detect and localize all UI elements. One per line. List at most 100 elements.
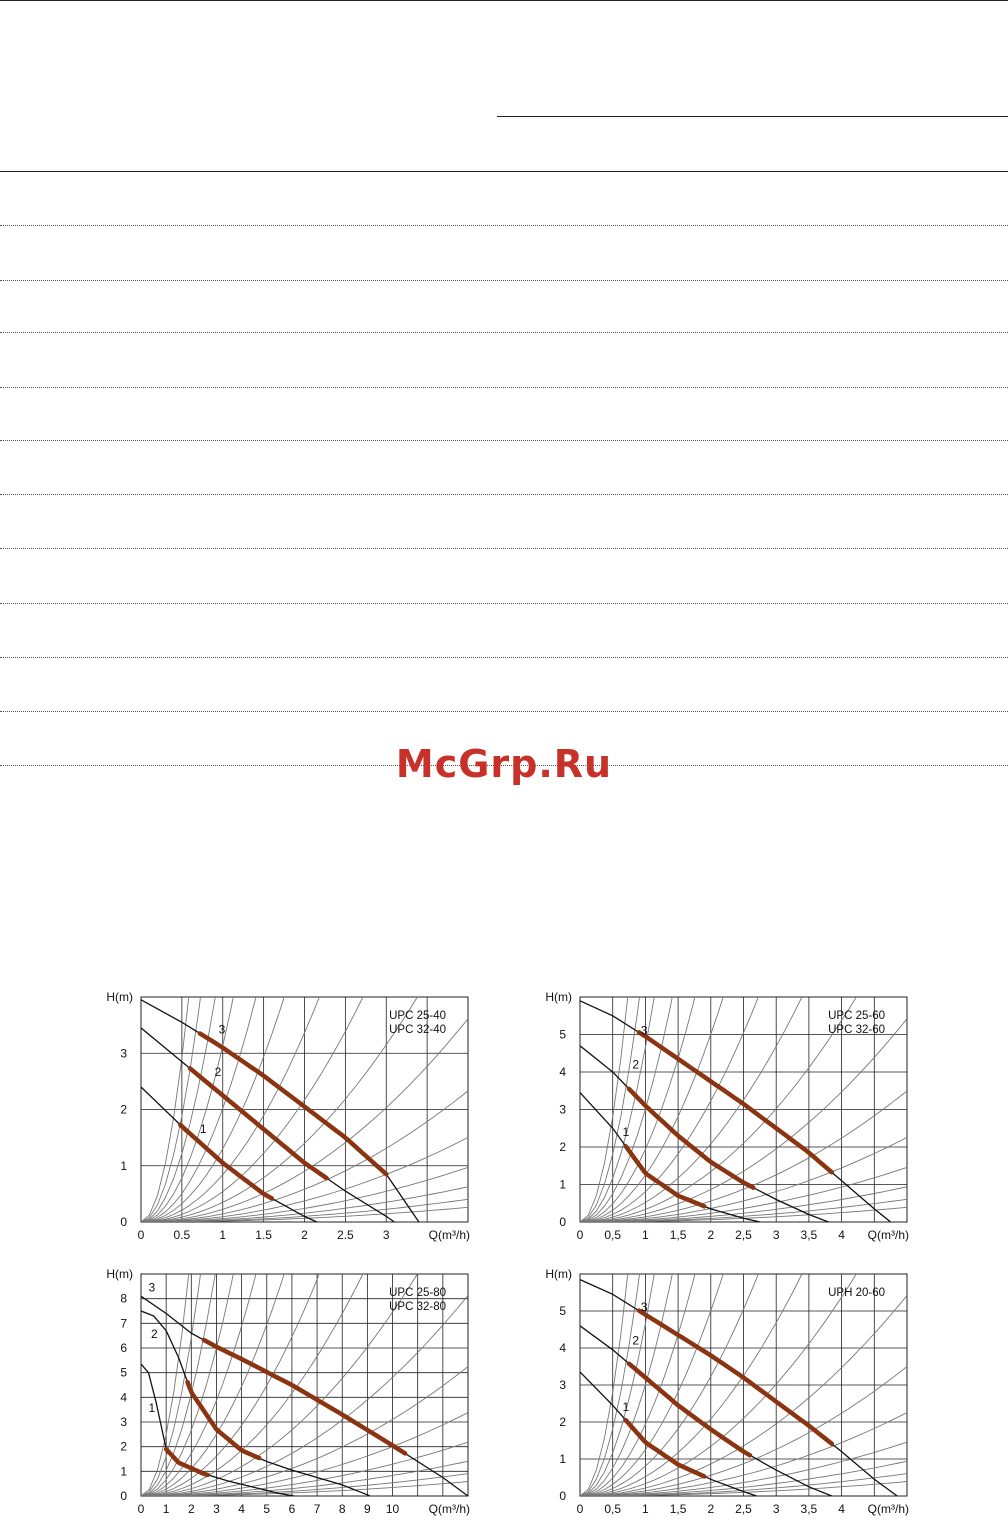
x-tick-label: 0.5 [174, 1228, 191, 1242]
y-tick-label: 0 [559, 1215, 566, 1229]
y-axis-label: H(m) [106, 1267, 133, 1281]
plot-frame [140, 1273, 469, 1497]
working-range-speed-1 [163, 1446, 210, 1478]
y-tick-label: 1 [120, 1464, 127, 1478]
x-tick-label: 3,5 [801, 1228, 818, 1242]
x-axis-label: Q(m³/h) [429, 1502, 470, 1516]
system-curve-line [141, 1206, 468, 1222]
system-curve-line [580, 1274, 803, 1496]
system-curve-line [580, 1166, 907, 1222]
note-line [0, 440, 1008, 441]
x-tick-label: 1 [219, 1228, 226, 1242]
pump-curve-chart-uph-20-60: 3 2 1 0 0,5 1 1,5 2 2,5 3 3,5 4 0 1 2 3 4 5 H(m) Q(m³/h) UPH… [545, 1267, 909, 1516]
watermark: McGrp.Ru [395, 742, 613, 786]
pump-curve-speed-2 [141, 1310, 371, 1496]
x-axis-label: Q(m³/h) [429, 1228, 470, 1242]
system-curve-line [141, 997, 234, 1222]
speed-label-2: 2 [215, 1065, 222, 1079]
system-curve-line [141, 1274, 285, 1496]
note-line [0, 332, 1008, 333]
system-curve-line [580, 1295, 907, 1496]
system-curve-line [580, 1481, 907, 1496]
system-curve-line [580, 997, 857, 1222]
y-tick-label: 0 [120, 1215, 127, 1229]
x-tick-label: 1 [642, 1228, 649, 1242]
working-range-speed-3 [197, 1031, 389, 1177]
y-tick-label: 5 [559, 1304, 566, 1318]
system-curve-line [141, 1136, 468, 1222]
system-curve-line [580, 1274, 673, 1496]
working-range-speed-2 [187, 1066, 329, 1181]
model-title-line: UPC 32-40 [389, 1024, 446, 1036]
system-curve-line [141, 997, 216, 1222]
header-rule [0, 171, 1008, 172]
system-curve-line [141, 1274, 418, 1496]
x-tick-label: 1 [642, 1502, 649, 1516]
y-tick-label: 2 [559, 1140, 566, 1154]
note-line [0, 225, 1008, 226]
x-tick-label: 1,5 [670, 1228, 687, 1242]
speed-label-2: 2 [632, 1333, 639, 1347]
y-tick-label: 0 [120, 1489, 127, 1503]
y-axis-label: H(m) [545, 990, 572, 1004]
note-line [0, 711, 1008, 712]
working-range-speed-2 [626, 1361, 753, 1458]
system-curve-line [580, 1441, 907, 1496]
y-tick-label: 2 [120, 1103, 127, 1117]
y-tick-label: 1 [120, 1159, 127, 1173]
system-curve-line [580, 1366, 907, 1496]
y-tick-label: 6 [120, 1341, 127, 1355]
note-line [0, 387, 1008, 388]
x-tick-label: 9 [364, 1502, 371, 1516]
system-curve-line [580, 1274, 696, 1496]
x-tick-label: 1.5 [255, 1228, 272, 1242]
system-curve-line [141, 1090, 468, 1222]
system-curve-line [580, 997, 759, 1222]
system-curve-line [141, 1274, 320, 1496]
system-curve-line [141, 1274, 216, 1496]
system-curve-line [580, 997, 640, 1222]
working-range-speed-2 [626, 1086, 756, 1190]
x-tick-label: 7 [314, 1502, 321, 1516]
system-curve-line [141, 1412, 468, 1496]
system-curve-line [580, 1412, 907, 1496]
x-tick-label: 3 [213, 1502, 220, 1516]
y-tick-label: 3 [120, 1046, 127, 1060]
speed-label-3: 3 [219, 1023, 226, 1037]
x-tick-label: 0 [577, 1228, 584, 1242]
note-line [0, 765, 1008, 766]
speed-label-1: 1 [623, 1125, 630, 1139]
y-tick-label: 7 [120, 1316, 127, 1330]
system-curve-line [580, 1274, 724, 1496]
speed-label-2: 2 [632, 1057, 639, 1071]
header-rule-right [497, 116, 1008, 117]
system-curve-line [580, 997, 629, 1222]
system-curve-line [580, 1136, 907, 1222]
working-range-speed-1 [623, 1144, 707, 1209]
top-rule [0, 0, 1008, 1]
system-curves [580, 1274, 907, 1496]
x-tick-label: 2,5 [735, 1228, 752, 1242]
system-curve-line [141, 997, 190, 1222]
speed-label-2: 2 [151, 1327, 158, 1341]
y-tick-label: 3 [120, 1415, 127, 1429]
system-curve-line [141, 1274, 364, 1496]
speed-label-3: 3 [641, 1024, 648, 1038]
x-axis-label: Q(m³/h) [868, 1228, 909, 1242]
x-tick-label: 1 [163, 1502, 170, 1516]
note-line [0, 280, 1008, 281]
x-tick-label: 4 [238, 1502, 245, 1516]
model-title-line: UPC 25-60 [828, 1010, 885, 1022]
x-tick-label: 3 [773, 1502, 780, 1516]
y-tick-label: 4 [559, 1065, 566, 1079]
model-title-line: UPC 25-40 [389, 1010, 446, 1022]
working-range-speed-1 [177, 1122, 275, 1201]
y-axis-label: H(m) [545, 1267, 572, 1281]
x-tick-label: 3,5 [801, 1502, 818, 1516]
plot-frame [579, 1273, 908, 1497]
system-curves [141, 1274, 468, 1496]
x-tick-label: 0,5 [604, 1502, 621, 1516]
working-range-speed-1 [623, 1417, 707, 1479]
model-title-line: UPC 25-80 [389, 1287, 446, 1299]
